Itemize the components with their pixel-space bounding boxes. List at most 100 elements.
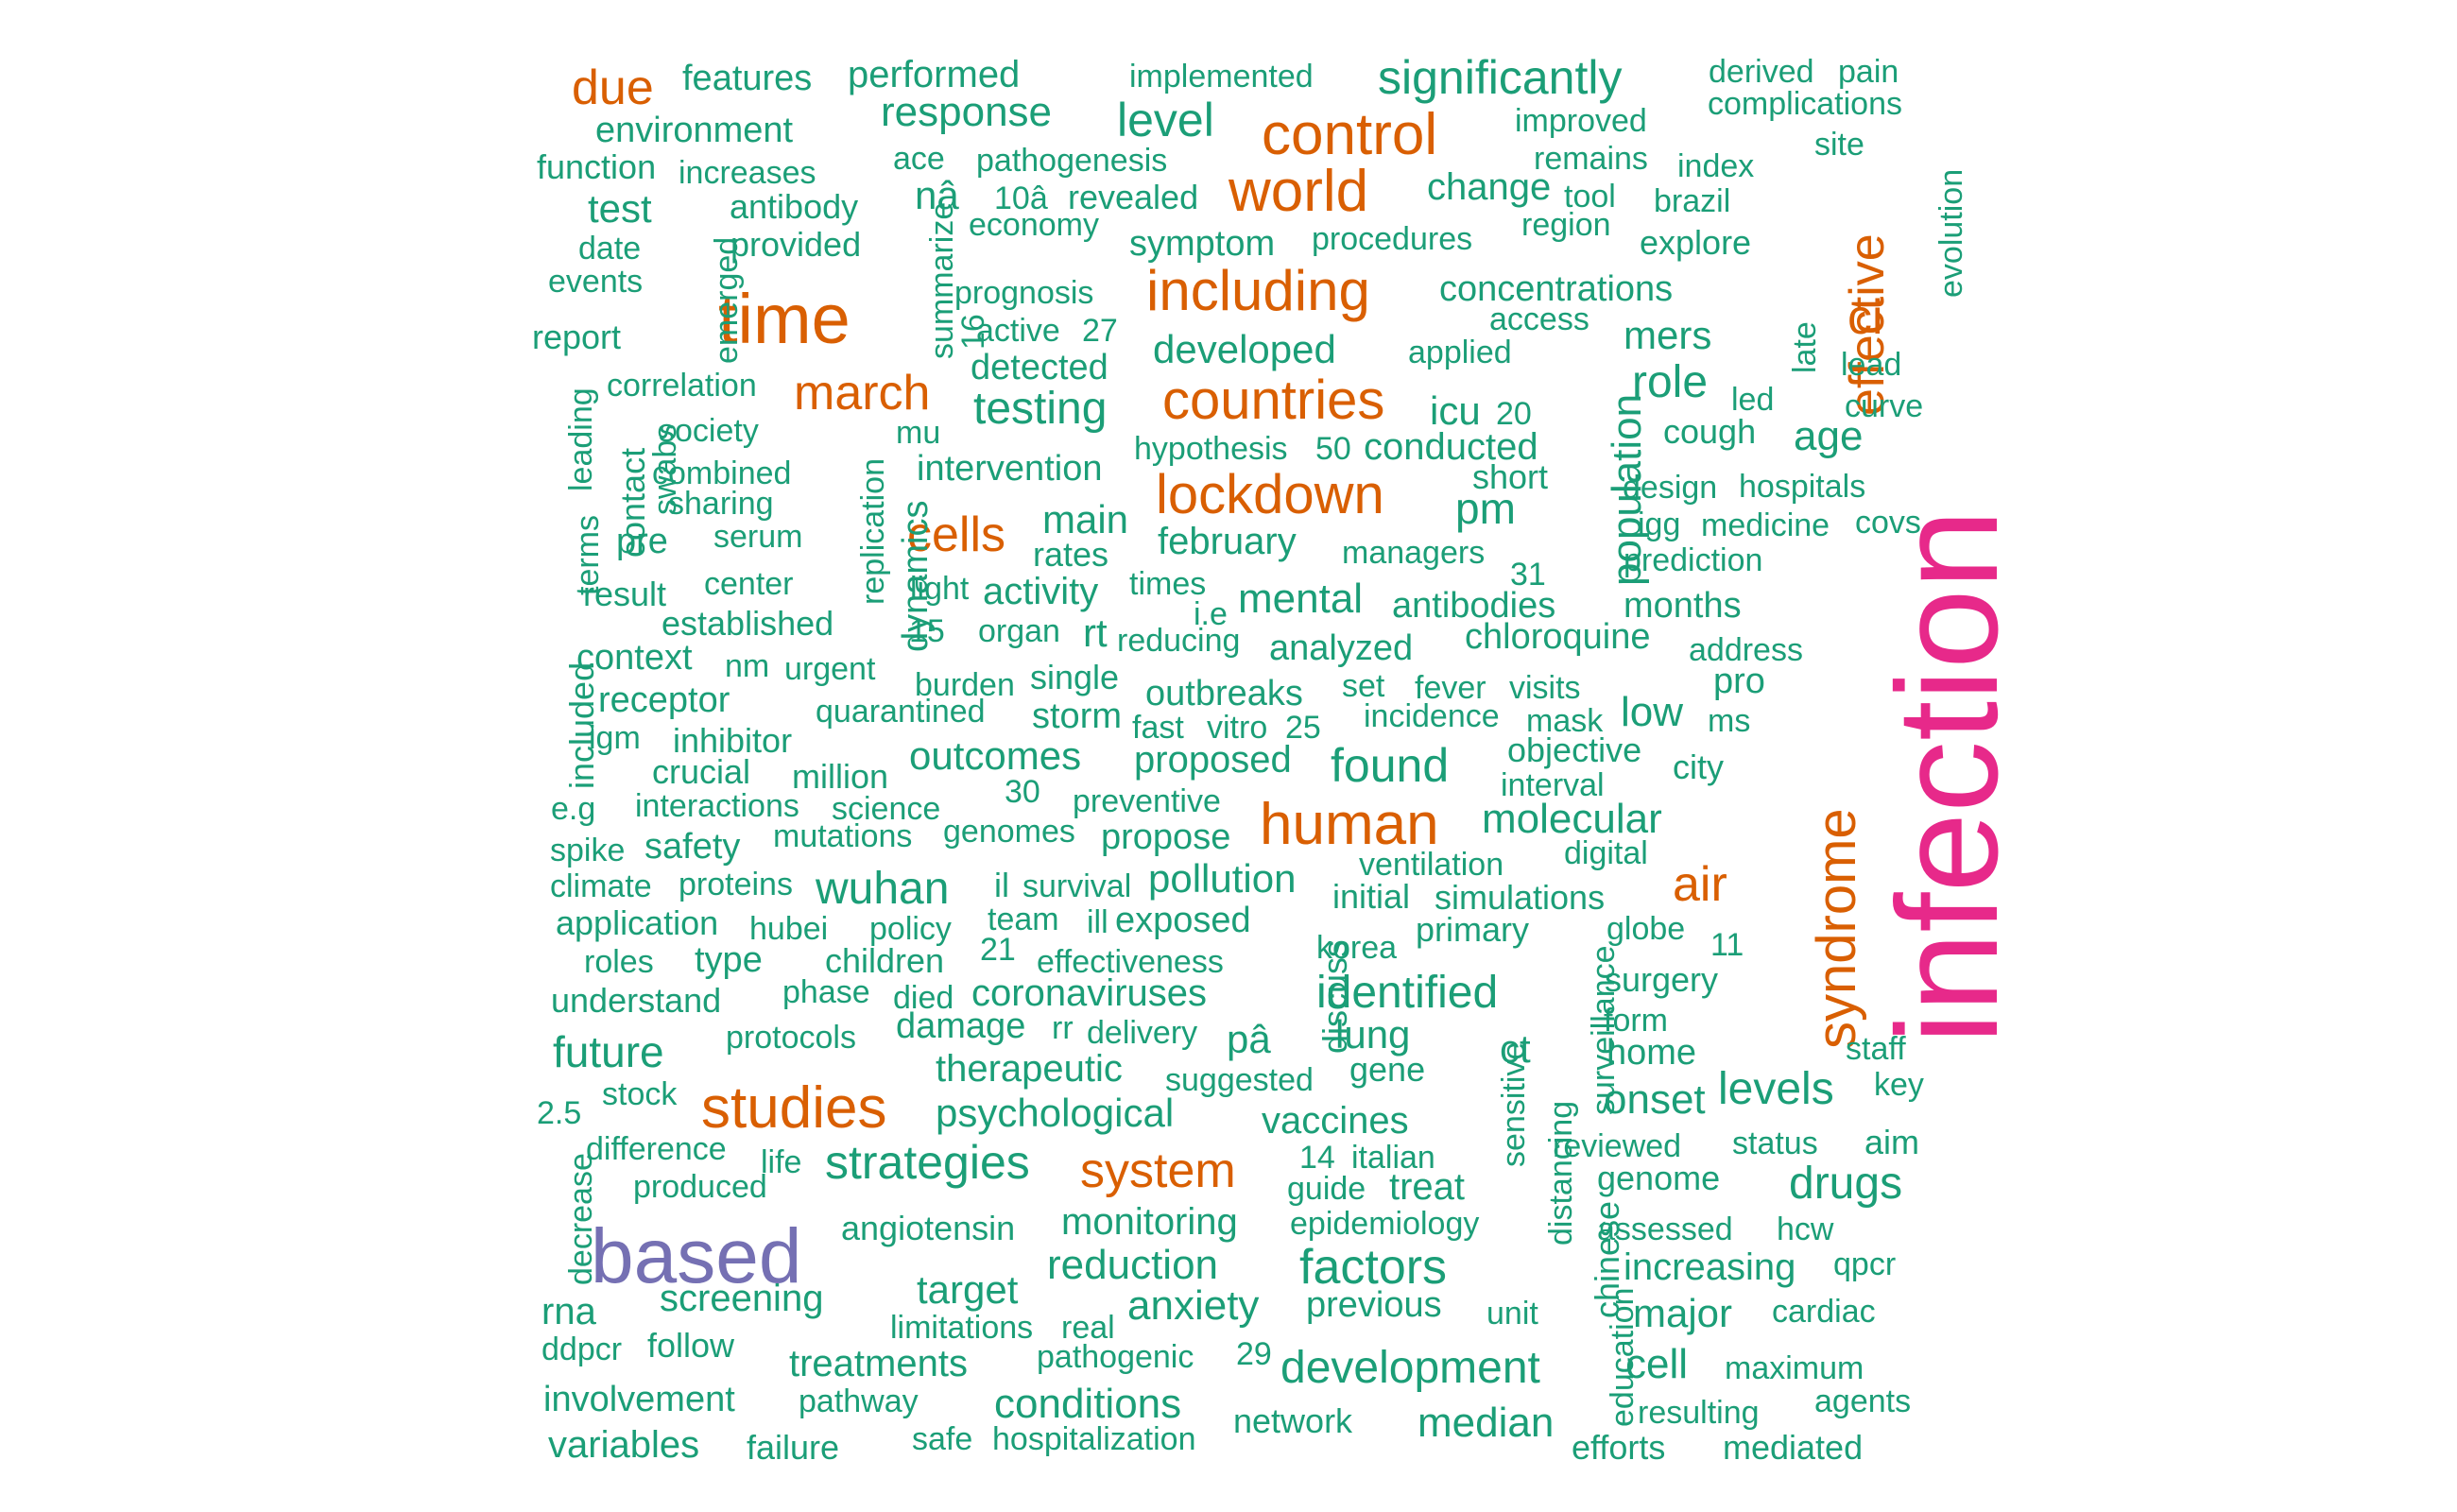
cloud-word: network [1233, 1401, 1353, 1441]
cloud-word: hubei [749, 910, 829, 947]
cloud-word: treatments [789, 1342, 968, 1384]
cloud-word: children [825, 941, 945, 981]
cloud-word: symptom [1129, 224, 1276, 265]
cloud-word: effectiveness [1037, 943, 1224, 980]
cloud-word: team [988, 901, 1059, 937]
cloud-word: strategies [825, 1136, 1030, 1189]
cloud-word: change [1427, 165, 1552, 208]
cloud-word: region [1521, 206, 1611, 243]
cloud-word: 27 [1082, 312, 1118, 349]
cloud-word: surgery [1605, 960, 1719, 1000]
cloud-word: implemented [1129, 58, 1314, 94]
cloud-word: explore [1640, 223, 1752, 263]
cloud-word: pathogenesis [976, 142, 1168, 179]
cloud-word: proposed [1134, 738, 1292, 781]
cloud-word: guide [1287, 1170, 1366, 1207]
cloud-word: derived [1709, 53, 1814, 90]
cloud-word: form [1604, 1002, 1668, 1039]
cloud-word: sensitive [1496, 1041, 1532, 1167]
cloud-word: short [1472, 457, 1549, 497]
cloud-word: provided [730, 225, 862, 265]
cloud-word: maximum [1725, 1349, 1864, 1386]
cloud-word: significantly [1378, 51, 1623, 104]
cloud-word: single [1030, 658, 1120, 697]
cloud-word: spike [550, 832, 626, 868]
cloud-word: system [1080, 1143, 1236, 1199]
cloud-word: nm [725, 647, 770, 684]
cloud-word: mers [1624, 312, 1712, 357]
cloud-word: result [583, 575, 667, 614]
cloud-word: i.e [1194, 595, 1228, 632]
cloud-word: fever [1415, 669, 1486, 706]
cloud-word: application [556, 903, 719, 943]
cloud-word: key [1874, 1066, 1924, 1103]
cloud-word: developed [1153, 326, 1336, 371]
cloud-word: syndrome [1806, 808, 1867, 1049]
cloud-word: ill [1087, 903, 1108, 940]
cloud-word: mask [1526, 702, 1604, 739]
cloud-word: cardiac [1772, 1293, 1876, 1330]
cloud-word: 29 [1236, 1335, 1272, 1372]
cloud-word: times [1129, 565, 1207, 602]
cloud-word: 2.5 [537, 1094, 582, 1131]
cloud-word: crucial [652, 752, 751, 792]
cloud-word: cells [907, 507, 1006, 563]
cloud-word: control [1262, 101, 1438, 167]
cloud-word: emerged [709, 236, 745, 364]
cloud-word: reviewed [1553, 1127, 1682, 1164]
cloud-word: design [1623, 469, 1718, 506]
cloud-word: ci [1847, 290, 1883, 346]
cloud-word: propose [1101, 817, 1231, 858]
cloud-word: prognosis [954, 274, 1094, 311]
cloud-word: anxiety [1127, 1282, 1260, 1330]
cloud-word: brazil [1654, 182, 1731, 219]
cloud-word: damage [896, 1006, 1026, 1047]
cloud-word: receptor [598, 680, 730, 721]
cloud-word: february [1158, 520, 1297, 562]
cloud-word: digital [1564, 834, 1648, 871]
cloud-word: pro [1713, 662, 1765, 702]
cloud-word: phase [782, 973, 870, 1010]
cloud-word: reduction [1047, 1242, 1219, 1289]
cloud-word: genome [1597, 1159, 1721, 1198]
cloud-word: pathogenic [1037, 1338, 1194, 1375]
cloud-word: index [1677, 147, 1755, 184]
cloud-word: summarize [924, 201, 960, 359]
cloud-word: life [761, 1143, 802, 1180]
cloud-word: 50 [1315, 430, 1351, 467]
cloud-word: therapeutic [936, 1047, 1123, 1090]
cloud-word: quarantined [816, 693, 986, 730]
cloud-word: angiotensin [841, 1209, 1016, 1248]
cloud-word: safe [912, 1420, 973, 1457]
cloud-word: march [794, 366, 931, 421]
cloud-word: roles [584, 943, 654, 980]
cloud-word: center [704, 565, 794, 602]
cloud-word: address [1689, 631, 1803, 668]
cloud-word: stock [602, 1075, 678, 1112]
cloud-word: simulations [1435, 878, 1606, 918]
cloud-word: testing [973, 383, 1108, 434]
cloud-word: pâ [1227, 1016, 1271, 1061]
cloud-word: status [1732, 1125, 1818, 1161]
cloud-word: real [1061, 1309, 1115, 1346]
cloud-word: curve [1845, 387, 1924, 424]
cloud-word: safety [644, 827, 741, 868]
cloud-word: set [1342, 667, 1385, 704]
cloud-word: applied [1408, 334, 1512, 370]
cloud-word: 25 [1285, 709, 1321, 746]
cloud-word: million [792, 757, 889, 797]
cloud-word: limitations [890, 1309, 1034, 1346]
cloud-word: exposed [1115, 901, 1251, 941]
cloud-word: target [917, 1266, 1019, 1312]
cloud-word: type [695, 940, 763, 981]
cloud-word: cell [1625, 1341, 1689, 1388]
cloud-word: increasing [1624, 1246, 1796, 1288]
cloud-word: replication [855, 458, 891, 605]
cloud-word: prediction [1624, 541, 1763, 578]
cloud-word: improved [1515, 102, 1647, 139]
cloud-word: factors [1299, 1240, 1448, 1296]
cloud-word: intervention [917, 449, 1103, 490]
cloud-word: suggested [1165, 1061, 1314, 1098]
cloud-word: function [537, 147, 657, 187]
cloud-word: igm [589, 719, 641, 756]
